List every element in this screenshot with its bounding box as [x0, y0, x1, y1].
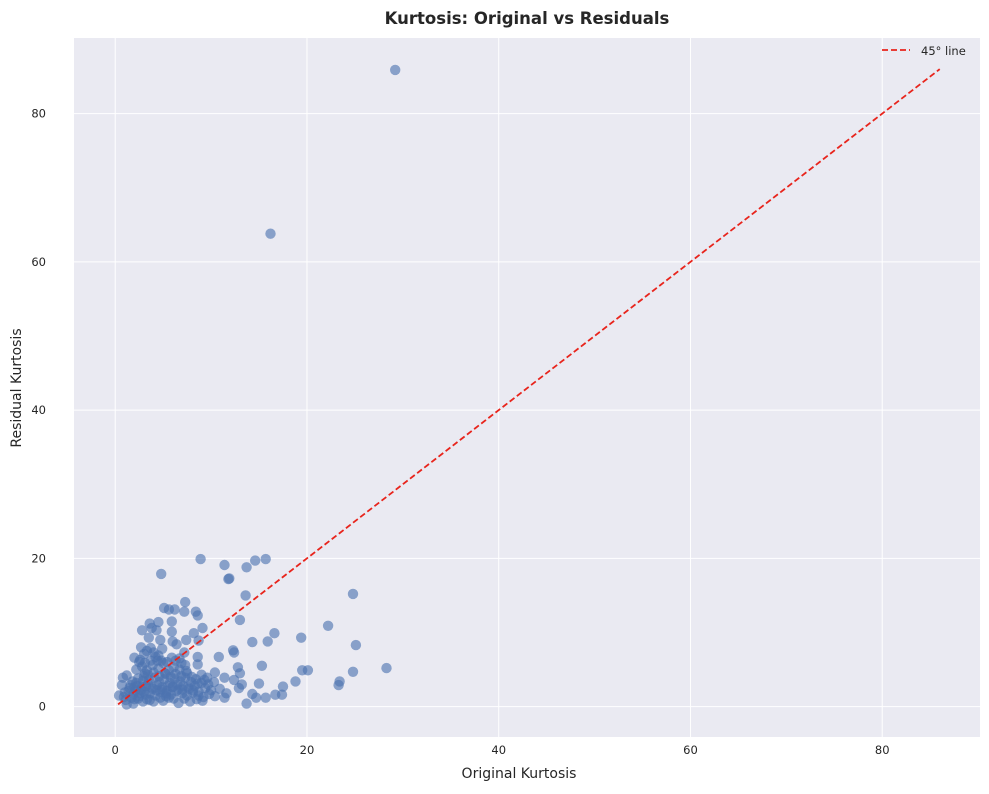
scatter-point: [195, 553, 206, 565]
scatter-point: [262, 636, 273, 647]
scatter-point: [233, 682, 245, 694]
scatter-point: [347, 588, 359, 600]
scatter-point: [169, 604, 180, 615]
scatter-point: [381, 662, 392, 674]
scatter-point: [296, 632, 307, 643]
scatter-point: [250, 555, 261, 566]
x-tick-label: 40: [491, 743, 506, 757]
x-tick-label: 20: [300, 743, 315, 757]
scatter-point: [192, 610, 203, 621]
scatter-point: [189, 680, 200, 692]
scatter-point: [188, 628, 199, 639]
reference-line-group: [117, 68, 941, 706]
y-tick-label: 60: [31, 255, 46, 269]
scatter-point: [256, 660, 268, 671]
scatter-point: [240, 590, 251, 601]
scatter-point: [228, 674, 240, 686]
x-axis-label: Original Kurtosis: [462, 766, 577, 782]
reference-line: [117, 68, 941, 706]
tick-labels: 0 20 40 60 80 0 20 40 60 80: [31, 107, 889, 757]
scatter-point: [277, 681, 289, 692]
scatter-point: [179, 693, 190, 704]
scatter-point: [297, 665, 308, 676]
scatter-point: [197, 622, 208, 634]
scatter-point: [153, 616, 164, 628]
grid: [74, 38, 980, 737]
scatter-point: [260, 553, 271, 565]
y-tick-label: 40: [31, 403, 46, 417]
scatter-point: [290, 676, 301, 687]
scatter-point: [251, 692, 262, 703]
scatter-point: [209, 667, 221, 678]
scatter-point: [228, 647, 240, 658]
scatter-point: [241, 698, 252, 709]
scatter-point: [350, 639, 362, 651]
scatter-point: [192, 659, 203, 670]
scatter-point: [163, 692, 175, 703]
scatter-point: [191, 694, 202, 705]
y-tick-label: 80: [31, 107, 46, 121]
scatter-point: [253, 678, 265, 689]
scatter-point: [269, 628, 280, 639]
scatter-point: [171, 639, 182, 650]
scatter-point: [166, 626, 177, 637]
scatter-point: [143, 632, 154, 643]
scatter-point: [204, 688, 215, 700]
scatter-point: [176, 657, 187, 669]
scatter-point: [156, 568, 167, 580]
scatter-point: [192, 651, 203, 663]
scatter-point: [157, 643, 168, 654]
y-tick-label: 20: [31, 551, 46, 565]
scatter-point: [179, 606, 190, 617]
x-tick-label: 60: [683, 743, 698, 757]
scatter-point: [219, 672, 230, 683]
scatter-point: [265, 228, 276, 239]
x-tick-label: 0: [112, 743, 119, 757]
scatter-point: [151, 625, 162, 636]
scatter-point: [260, 692, 271, 703]
legend-label: 45° line: [921, 44, 966, 58]
scatter-point: [136, 625, 148, 636]
scatter-point: [347, 666, 359, 677]
scatter-points: [113, 64, 401, 710]
scatter-point: [276, 689, 288, 700]
y-tick-label: 0: [39, 700, 46, 714]
chart-title: Kurtosis: Original vs Residuals: [385, 9, 670, 28]
scatter-point: [148, 647, 159, 658]
scatter-point: [144, 694, 155, 706]
scatter-point: [196, 669, 207, 680]
y-axis-label: Residual Kurtosis: [9, 328, 25, 447]
scatter-point: [241, 562, 252, 573]
scatter-point: [322, 620, 334, 631]
scatter-point: [180, 596, 191, 608]
scatter-point: [247, 636, 258, 648]
scatter-point: [181, 634, 192, 646]
scatter-point: [129, 694, 140, 705]
scatter-point: [208, 676, 220, 688]
scatter-point: [193, 635, 204, 646]
scatter-point: [213, 651, 224, 663]
scatter-point: [333, 679, 344, 691]
scatter-point: [166, 616, 177, 627]
scatter-point: [155, 634, 166, 646]
scatter-point: [390, 64, 401, 76]
x-tick-label: 80: [875, 743, 890, 757]
scatter-point: [186, 671, 198, 683]
scatter-point: [234, 614, 246, 626]
legend: 45° line: [882, 44, 966, 58]
scatter-point: [223, 573, 234, 585]
scatter-point: [219, 559, 230, 571]
